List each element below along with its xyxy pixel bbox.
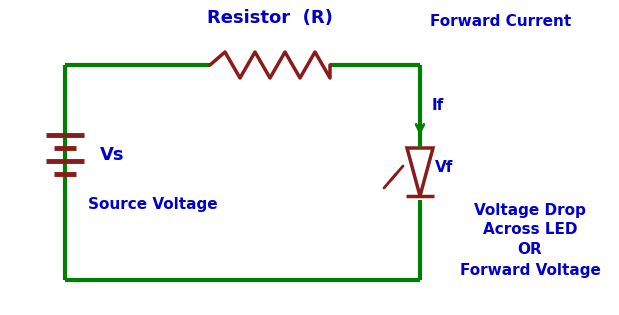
Text: Resistor  (R): Resistor (R) (207, 9, 333, 27)
Text: If: If (432, 98, 444, 112)
Text: Voltage Drop: Voltage Drop (474, 203, 586, 217)
Text: OR: OR (517, 243, 542, 257)
Text: Vs: Vs (100, 146, 124, 164)
Text: Vf: Vf (435, 159, 453, 175)
Text: Forward Current: Forward Current (430, 14, 571, 30)
Text: Across LED: Across LED (483, 222, 578, 238)
Text: Source Voltage: Source Voltage (88, 198, 218, 213)
Text: Forward Voltage: Forward Voltage (459, 262, 600, 278)
